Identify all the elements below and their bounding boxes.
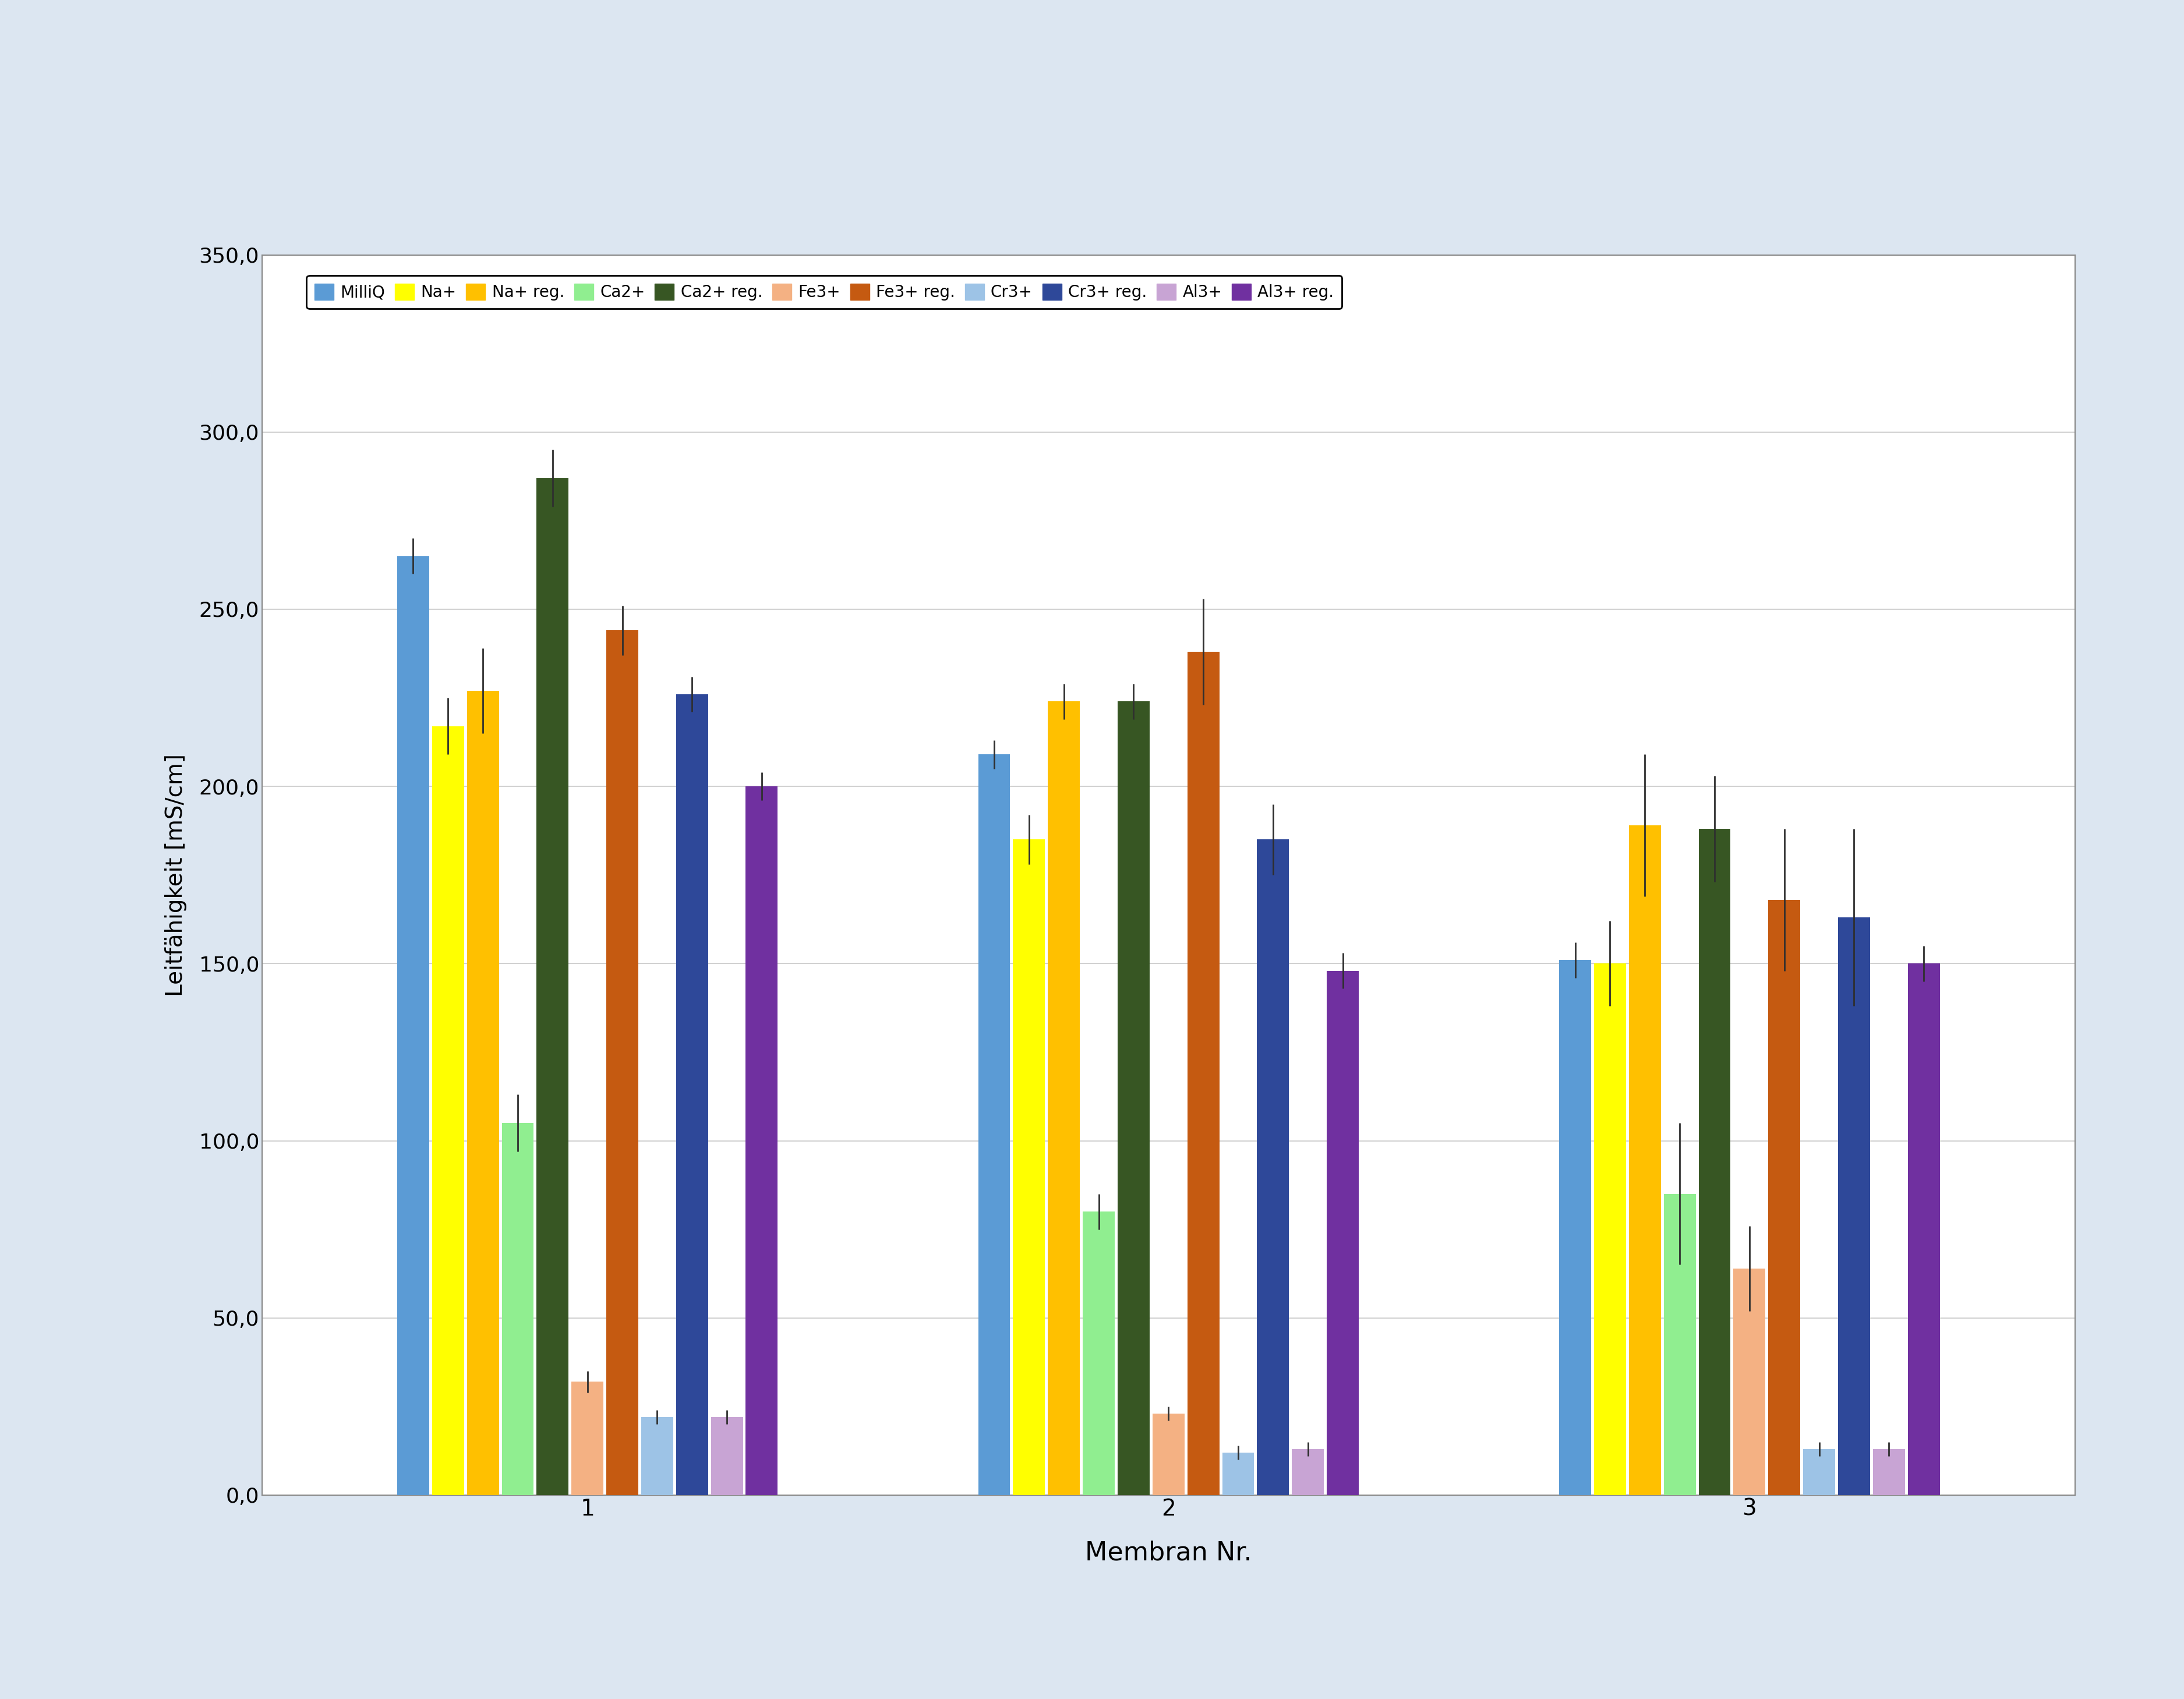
- Bar: [1769, 900, 1800, 1495]
- Bar: [1188, 652, 1219, 1495]
- Bar: [1699, 829, 1730, 1495]
- Y-axis label: Leitfähigkeit [mS/cm]: Leitfähigkeit [mS/cm]: [164, 754, 188, 996]
- Bar: [1594, 963, 1625, 1495]
- Bar: [712, 1417, 743, 1495]
- Bar: [1734, 1269, 1765, 1495]
- Bar: [607, 630, 638, 1495]
- Bar: [642, 1417, 673, 1495]
- Bar: [1293, 1449, 1324, 1495]
- Bar: [467, 691, 498, 1495]
- Bar: [1839, 917, 1870, 1495]
- Bar: [1909, 963, 1939, 1495]
- Bar: [1804, 1449, 1835, 1495]
- Bar: [1048, 702, 1079, 1495]
- Bar: [1223, 1453, 1254, 1495]
- Bar: [1874, 1449, 1904, 1495]
- Bar: [502, 1123, 533, 1495]
- Bar: [432, 725, 463, 1495]
- Bar: [1083, 1211, 1114, 1495]
- Bar: [1013, 839, 1044, 1495]
- Bar: [1258, 839, 1289, 1495]
- Bar: [572, 1381, 603, 1495]
- Bar: [537, 477, 568, 1495]
- Bar: [1153, 1414, 1184, 1495]
- Bar: [745, 787, 778, 1495]
- Bar: [397, 556, 428, 1495]
- X-axis label: Membran Nr.: Membran Nr.: [1085, 1541, 1251, 1565]
- Bar: [978, 754, 1011, 1495]
- Bar: [1629, 826, 1660, 1495]
- Bar: [1559, 960, 1592, 1495]
- Bar: [1118, 702, 1149, 1495]
- Legend: MilliQ, Na+, Na+ reg., Ca2+, Ca2+ reg., Fe3+, Fe3+ reg., Cr3+, Cr3+ reg., Al3+, : MilliQ, Na+, Na+ reg., Ca2+, Ca2+ reg., …: [306, 275, 1343, 309]
- Bar: [677, 695, 708, 1495]
- Bar: [1664, 1194, 1695, 1495]
- Bar: [1326, 970, 1358, 1495]
